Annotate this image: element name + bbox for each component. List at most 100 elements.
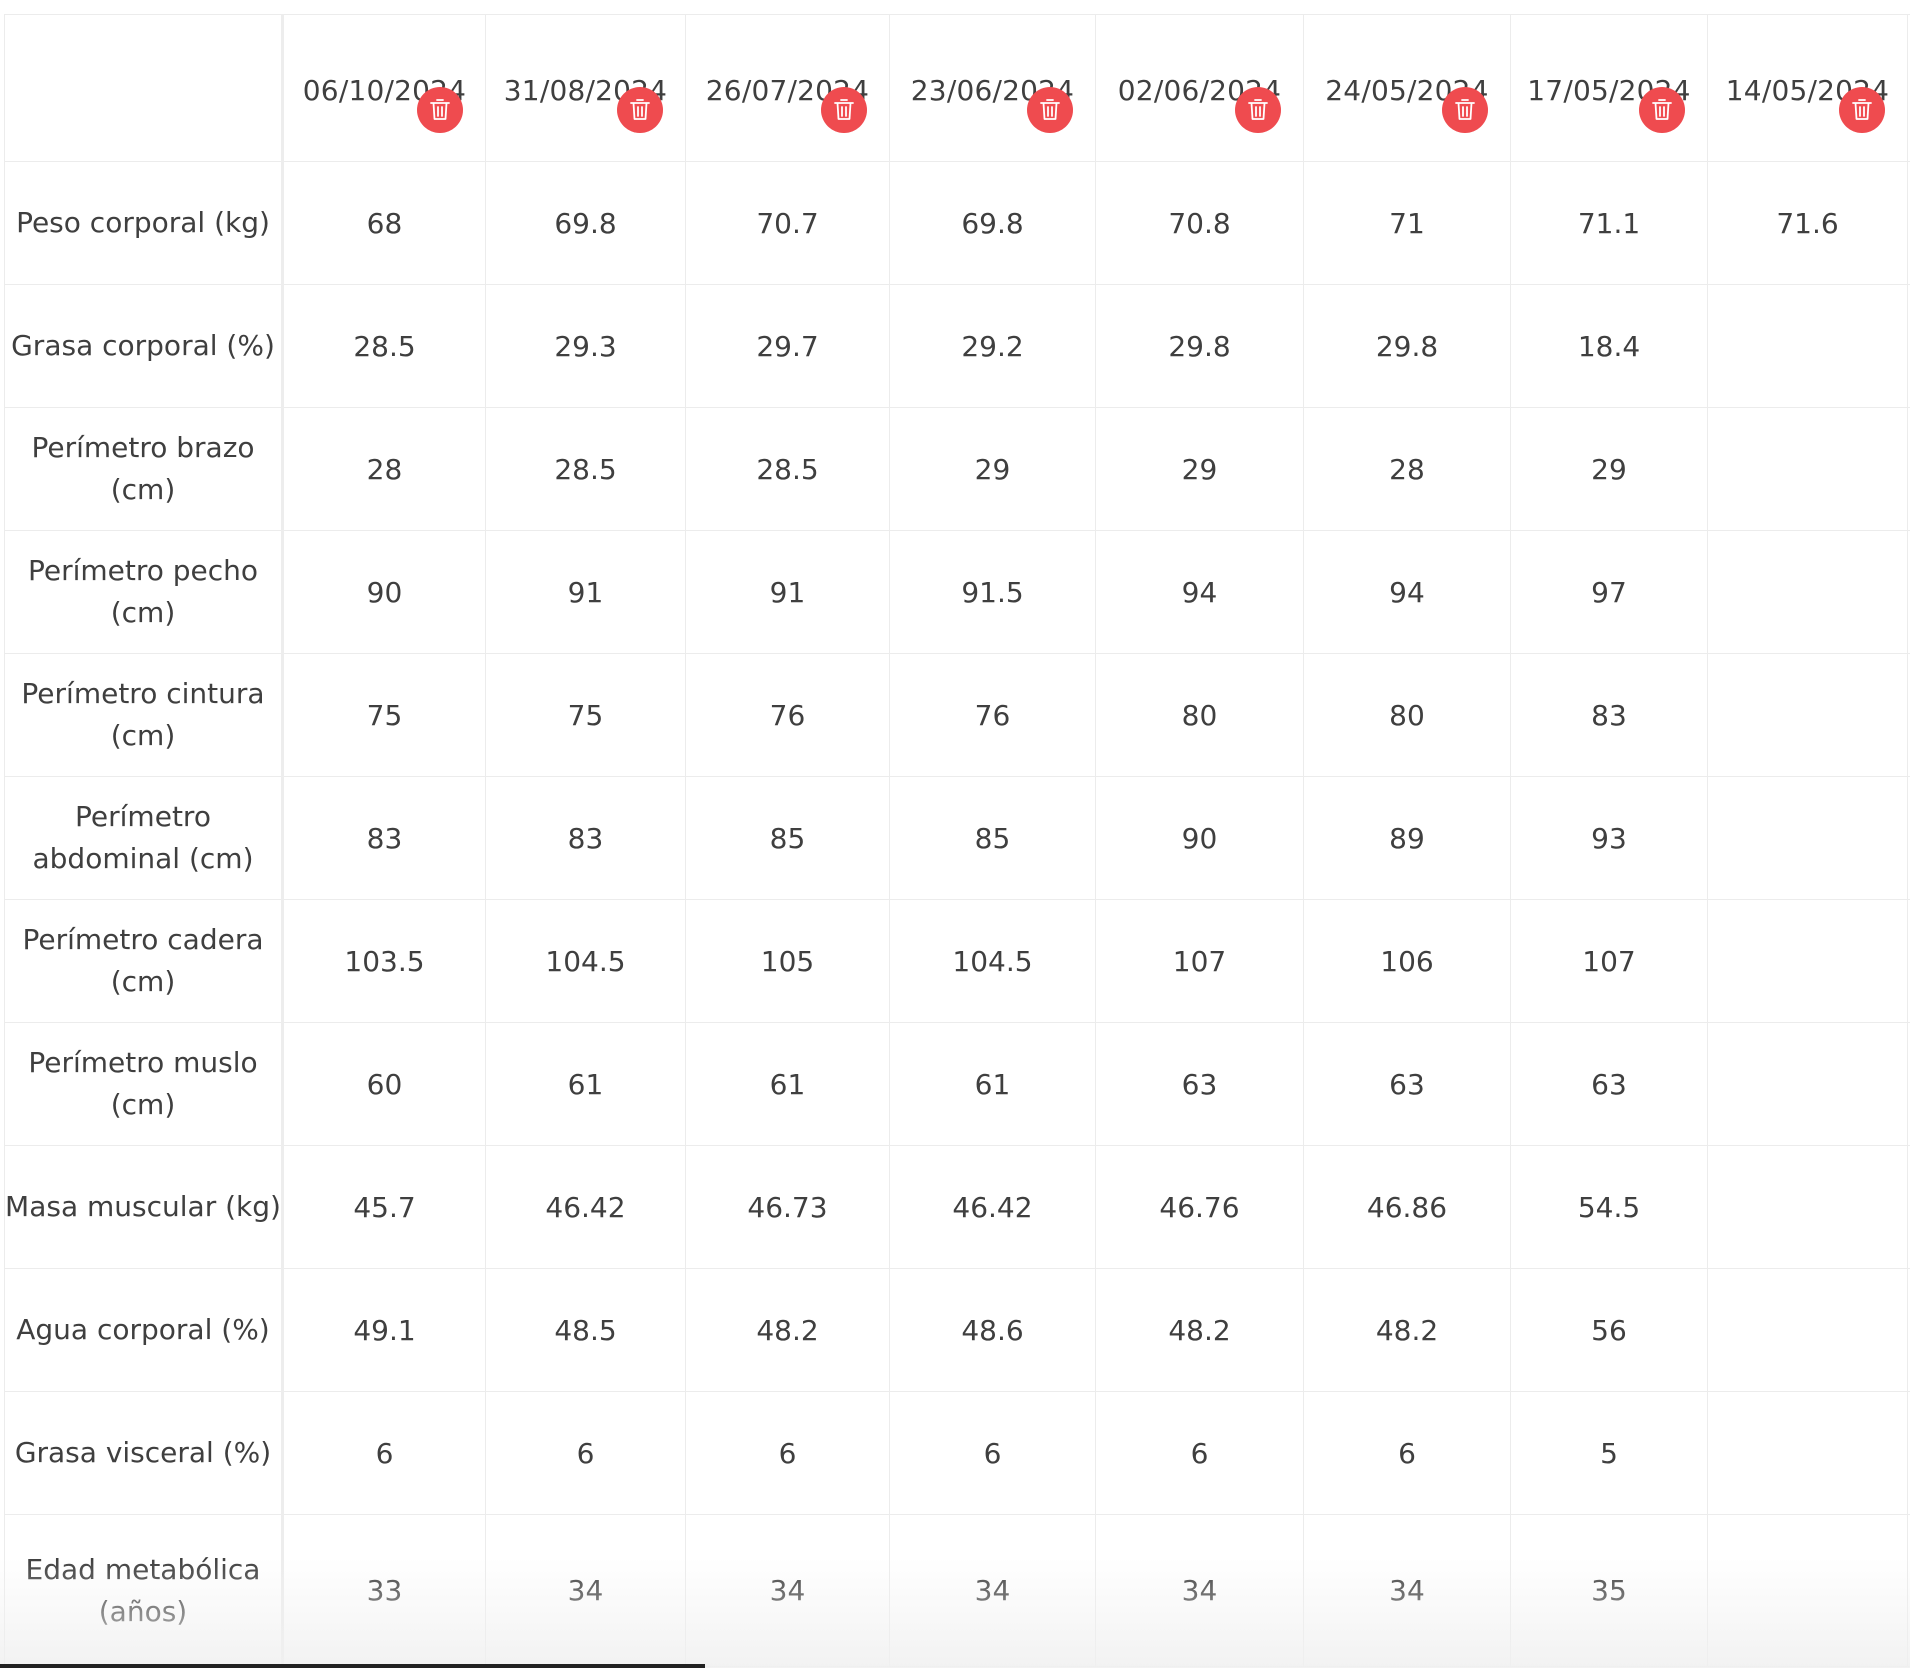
table-cell: 80 xyxy=(1095,653,1304,777)
delete-button[interactable] xyxy=(1442,87,1488,133)
table-cell xyxy=(1707,407,1908,531)
header-row: 06/10/2024 31/08/2024 26/07/2024 23/06/2… xyxy=(4,14,1910,162)
table-cell: 93 xyxy=(1510,776,1708,900)
table-cell: 18.4 xyxy=(1510,284,1708,408)
table-cell: 56 xyxy=(1510,1268,1708,1392)
measurements-table: 06/10/2024 31/08/2024 26/07/2024 23/06/2… xyxy=(4,14,1910,1667)
table-cell: 34 xyxy=(485,1514,686,1667)
table-cell: 83 xyxy=(282,776,486,900)
table-cell: 46.76 xyxy=(1095,1145,1304,1269)
table-row: Edad metabólica (años) 33 34 34 34 34 34 35 xyxy=(4,1514,1910,1667)
table-cell: 33 xyxy=(282,1514,486,1667)
table-cell: 63 xyxy=(1510,1022,1708,1146)
table-cell: 83 xyxy=(485,776,686,900)
corner-cell xyxy=(4,14,284,162)
table-cell: 69.8 xyxy=(485,161,686,285)
date-column-header: 02/06/2024 xyxy=(1095,14,1304,162)
table-cell: 75 xyxy=(282,653,486,777)
row-label: Peso corporal (kg) xyxy=(4,161,284,285)
table-cell: 80 xyxy=(1303,653,1511,777)
trash-icon xyxy=(1852,99,1872,120)
table-cell: 91 xyxy=(685,530,890,654)
table-cell: 94 xyxy=(1095,530,1304,654)
table-cell: 29.3 xyxy=(485,284,686,408)
table-cell: 71.1 xyxy=(1510,161,1708,285)
table-cell: 29.8 xyxy=(1095,284,1304,408)
trash-icon xyxy=(430,99,450,120)
table-cell: 94 xyxy=(1303,530,1511,654)
table-cell: 34 xyxy=(1095,1514,1304,1667)
table-cell: 71 xyxy=(1303,161,1511,285)
table-cell: 105 xyxy=(685,899,890,1023)
table-cell: 29.7 xyxy=(685,284,890,408)
table-cell: 63 xyxy=(1095,1022,1304,1146)
table-cell xyxy=(1707,776,1908,900)
table-body: Peso corporal (kg) 68 69.8 70.7 69.8 70.8 71 71… xyxy=(4,161,1910,1667)
table-cell: 34 xyxy=(685,1514,890,1667)
date-column-header: 14/05/2024 xyxy=(1707,14,1908,162)
delete-button[interactable] xyxy=(1639,87,1685,133)
table-cell: 104.5 xyxy=(889,899,1096,1023)
table-cell xyxy=(1707,1145,1908,1269)
table-cell: 91.5 xyxy=(889,530,1096,654)
trash-icon xyxy=(1652,99,1672,120)
horizontal-scrollbar[interactable] xyxy=(0,1664,705,1668)
table-cell: 48.6 xyxy=(889,1268,1096,1392)
table-cell: 6 xyxy=(1095,1391,1304,1515)
table-cell: 90 xyxy=(1095,776,1304,900)
delete-button[interactable] xyxy=(617,87,663,133)
table-cell: 46.42 xyxy=(485,1145,686,1269)
table-cell: 48.5 xyxy=(485,1268,686,1392)
date-column-header: 23/06/2024 xyxy=(889,14,1096,162)
table-cell: 6 xyxy=(685,1391,890,1515)
delete-button[interactable] xyxy=(1027,87,1073,133)
table-cell xyxy=(1707,653,1908,777)
table-cell xyxy=(1707,899,1908,1023)
row-label: Perímetro cadera (cm) xyxy=(4,899,284,1023)
table-row: Agua corporal (%) 49.1 48.5 48.2 48.6 48.2 48.… xyxy=(4,1268,1910,1392)
table-row: Perímetro cintura (cm) 75 75 76 76 80 80 83 xyxy=(4,653,1910,777)
table-cell: 61 xyxy=(485,1022,686,1146)
table-cell xyxy=(1707,1268,1908,1392)
delete-button[interactable] xyxy=(1839,87,1885,133)
row-label: Masa muscular (kg) xyxy=(4,1145,284,1269)
table-cell: 85 xyxy=(685,776,890,900)
delete-button[interactable] xyxy=(417,87,463,133)
table-cell xyxy=(1707,284,1908,408)
table-cell xyxy=(1707,1022,1908,1146)
table-cell: 28.5 xyxy=(685,407,890,531)
date-column-header: 24/05/2024 xyxy=(1303,14,1511,162)
table-row: Grasa corporal (%) 28.5 29.3 29.7 29.2 29.8 29… xyxy=(4,284,1910,408)
row-label: Edad metabólica (años) xyxy=(4,1514,284,1667)
table-cell xyxy=(1707,530,1908,654)
table-cell: 48.2 xyxy=(1303,1268,1511,1392)
table-cell: 28 xyxy=(1303,407,1511,531)
table-cell: 61 xyxy=(685,1022,890,1146)
date-column-header: 06/10/2024 xyxy=(282,14,486,162)
table-cell: 6 xyxy=(282,1391,486,1515)
table-cell: 103.5 xyxy=(282,899,486,1023)
table-cell: 48.2 xyxy=(685,1268,890,1392)
date-column-header xyxy=(1907,14,1910,162)
table-cell: 60 xyxy=(282,1022,486,1146)
delete-button[interactable] xyxy=(1235,87,1281,133)
delete-button[interactable] xyxy=(821,87,867,133)
table-cell: 6 xyxy=(889,1391,1096,1515)
table-cell: 29.2 xyxy=(889,284,1096,408)
trash-icon xyxy=(834,99,854,120)
table-cell: 46.42 xyxy=(889,1145,1096,1269)
table-cell: 35 xyxy=(1510,1514,1708,1667)
row-label: Grasa visceral (%) xyxy=(4,1391,284,1515)
row-label: Agua corporal (%) xyxy=(4,1268,284,1392)
table-cell: 46.86 xyxy=(1303,1145,1511,1269)
row-label: Perímetro abdominal (cm) xyxy=(4,776,284,900)
table-cell: 34 xyxy=(889,1514,1096,1667)
table-row: Grasa visceral (%) 6 6 6 6 6 6 5 xyxy=(4,1391,1910,1515)
table-row: Perímetro muslo (cm) 60 61 61 61 63 63 63 xyxy=(4,1022,1910,1146)
table-cell: 29 xyxy=(1510,407,1708,531)
row-label: Perímetro brazo (cm) xyxy=(4,407,284,531)
table-cell: 71.6 xyxy=(1707,161,1908,285)
table-cell: 48.2 xyxy=(1095,1268,1304,1392)
table-cell: 106 xyxy=(1303,899,1511,1023)
